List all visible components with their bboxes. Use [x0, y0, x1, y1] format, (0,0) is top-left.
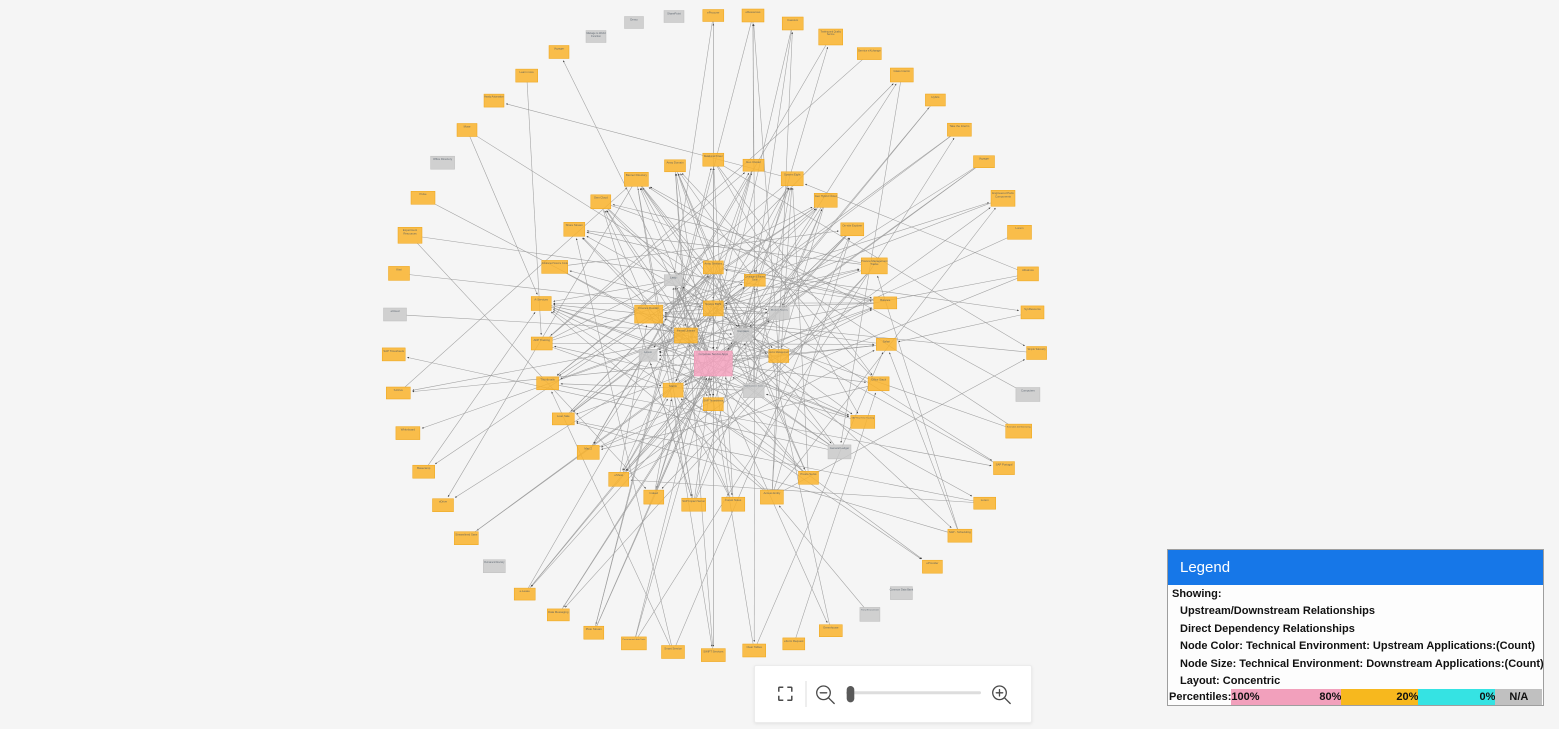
svg-text:Geo Hybrid Cloud: Geo Hybrid Cloud [815, 194, 837, 198]
svg-text:Array Domain: Array Domain [666, 161, 684, 165]
svg-text:Whiteboard: Whiteboard [401, 428, 416, 432]
svg-text:Safari: Safari [883, 339, 891, 343]
svg-text:Share Stream: Share Stream [566, 223, 584, 227]
svg-text:eProvider: eProvider [926, 561, 938, 565]
svg-text:SAP Timesheets: SAP Timesheets [383, 349, 404, 353]
svg-text:ADP Training: ADP Training [533, 338, 550, 342]
svg-text:Loan Sale: Loan Sale [557, 414, 570, 418]
svg-text:Service eXchange: Service eXchange [858, 49, 881, 53]
svg-text:Engineered Parts: Engineered Parts [992, 191, 1014, 195]
svg-text:Resources: Resources [403, 231, 417, 235]
svg-text:Smart Service: Smart Service [664, 646, 682, 650]
svg-text:Learn more: Learn more [520, 70, 535, 74]
svg-text:Handy Automation: Handy Automation [484, 96, 504, 99]
svg-text:eShow: eShow [614, 473, 624, 477]
svg-text:Portal Environment: Portal Environment [861, 609, 879, 612]
svg-text:Source BWS: Source BWS [705, 302, 721, 306]
svg-text:Hybris: Hybris [931, 95, 940, 99]
svg-text:SAP Timesheets: SAP Timesheets [703, 399, 724, 403]
svg-text:Data Messaging: Data Messaging [548, 610, 569, 614]
svg-text:Office Directory: Office Directory [433, 157, 453, 161]
svg-text:e-Lease: e-Lease [520, 589, 531, 593]
svg-text:Computers: Computers [1021, 388, 1035, 392]
svg-text:Tools: Tools [752, 279, 758, 281]
svg-text:Albatross: Albatross [1022, 268, 1034, 272]
svg-text:Service: Service [827, 33, 835, 36]
svg-text:Presto Serve: Presto Serve [800, 472, 817, 476]
svg-text:Vector Management: Vector Management [769, 351, 789, 354]
svg-text:SAP Impact Server: SAP Impact Server [682, 499, 705, 503]
svg-text:Permanent Directory: Permanent Directory [484, 561, 505, 564]
svg-text:eProcurer: eProcurer [707, 10, 719, 14]
svg-text:Thumbnails: Thumbnails [540, 378, 555, 382]
svg-text:Demo: Demo [630, 17, 638, 21]
svg-text:Geo Cluster: Geo Cluster [746, 160, 761, 164]
svg-text:eForm Request: eForm Request [784, 639, 803, 643]
svg-text:SysResource: SysResource [1024, 307, 1041, 311]
svg-text:SharePoint: SharePoint [667, 11, 681, 15]
svg-text:Office Stack: Office Stack [871, 378, 887, 382]
svg-text:Procurement data Tools: Procurement data Tools [622, 638, 645, 641]
svg-text:Muse: Muse [464, 124, 471, 128]
svg-text:Finance Domain: Finance Domain [638, 306, 659, 310]
svg-text:Manage to World: Manage to World [586, 32, 606, 35]
svg-text:Leap: Leap [670, 276, 677, 280]
svg-text:Streamlined Save: Streamlined Save [455, 533, 478, 537]
svg-text:SWIFT Services: SWIFT Services [703, 650, 724, 654]
svg-text:Matrix: Matrix [669, 384, 677, 388]
svg-text:Advanced Source Code: Advanced Source Code [541, 262, 568, 265]
svg-text:Lorem: Lorem [644, 350, 653, 354]
svg-text:SAP - Scheduling: SAP - Scheduling [949, 530, 971, 534]
svg-text:SAP Real Time Tracking: SAP Real Time Tracking [852, 417, 875, 420]
svg-text:Common Data Bank: Common Data Bank [890, 587, 914, 591]
svg-text:Clear Tables: Clear Tables [746, 645, 762, 649]
svg-text:Greenhouse: Greenhouse [823, 626, 839, 630]
svg-text:Pluto Stream: Pluto Stream [586, 627, 603, 631]
svg-text:eDrive: eDrive [439, 500, 448, 504]
svg-text:Training and Quality: Training and Quality [820, 30, 841, 33]
svg-text:Access Entity: Access Entity [764, 491, 781, 495]
svg-text:A-Services: A-Services [534, 297, 548, 301]
svg-text:Banner Directory: Banner Directory [626, 173, 648, 177]
svg-text:Pulse: Pulse [420, 192, 427, 196]
svg-text:Total Resources Tracks: Total Resources Tracks [744, 385, 763, 388]
svg-text:Coverage & Survey: Coverage & Survey [745, 276, 766, 279]
svg-text:Relational Power: Relational Power [704, 155, 723, 158]
svg-text:Basecamp: Basecamp [417, 466, 431, 470]
svg-text:Procure Management: Procure Management [861, 259, 888, 263]
svg-text:On-site Explorer: On-site Explorer [842, 224, 862, 228]
svg-text:Simple Telemetry: Simple Telemetry [1028, 348, 1047, 351]
svg-text:eCloud: eCloud [391, 309, 400, 313]
svg-text:SAP Portugal: SAP Portugal [996, 463, 1013, 467]
svg-text:eResources: eResources [746, 10, 762, 14]
svg-text:Forest Notes: Forest Notes [725, 498, 742, 502]
svg-text:Take the Interim: Take the Interim [949, 124, 970, 128]
svg-text:Mac 2: Mac 2 [584, 446, 592, 450]
svg-text:System Eight: System Eight [784, 173, 801, 177]
svg-text:Extended Job Monitoring: Extended Job Monitoring [1007, 425, 1032, 428]
svg-text:Components: Components [995, 194, 1011, 198]
svg-text:Own Cloud: Own Cloud [594, 196, 608, 200]
svg-text:Glass Interim: Glass Interim [894, 69, 911, 73]
svg-text:Array Services: Array Services [705, 262, 723, 266]
svg-text:Function: Function [591, 35, 601, 38]
svg-text:Balance: Balance [880, 298, 891, 302]
svg-text:Caesium: Caesium [787, 18, 799, 22]
svg-text:Albatross Registry: Albatross Registry [771, 309, 789, 312]
svg-text:Voyager: Voyager [554, 46, 564, 50]
svg-text:Tracks: Tracks [870, 262, 879, 266]
svg-text:Indeed: Indeed [650, 491, 659, 495]
svg-text:Experiment: Experiment [403, 228, 417, 232]
svg-text:Kiwi: Kiwi [396, 267, 402, 271]
svg-text:Voyager: Voyager [979, 157, 989, 161]
svg-text:Corporate Service Apps: Corporate Service Apps [699, 352, 729, 356]
svg-text:Compass: Compass [737, 329, 749, 333]
svg-text:Lorem: Lorem [1016, 226, 1025, 230]
svg-text:S-Drive: S-Drive [394, 388, 404, 392]
svg-text:Lorem: Lorem [981, 498, 990, 502]
svg-text:General Ledger: General Ledger [830, 446, 850, 450]
svg-text:Internal Libraries: Internal Libraries [677, 330, 696, 333]
